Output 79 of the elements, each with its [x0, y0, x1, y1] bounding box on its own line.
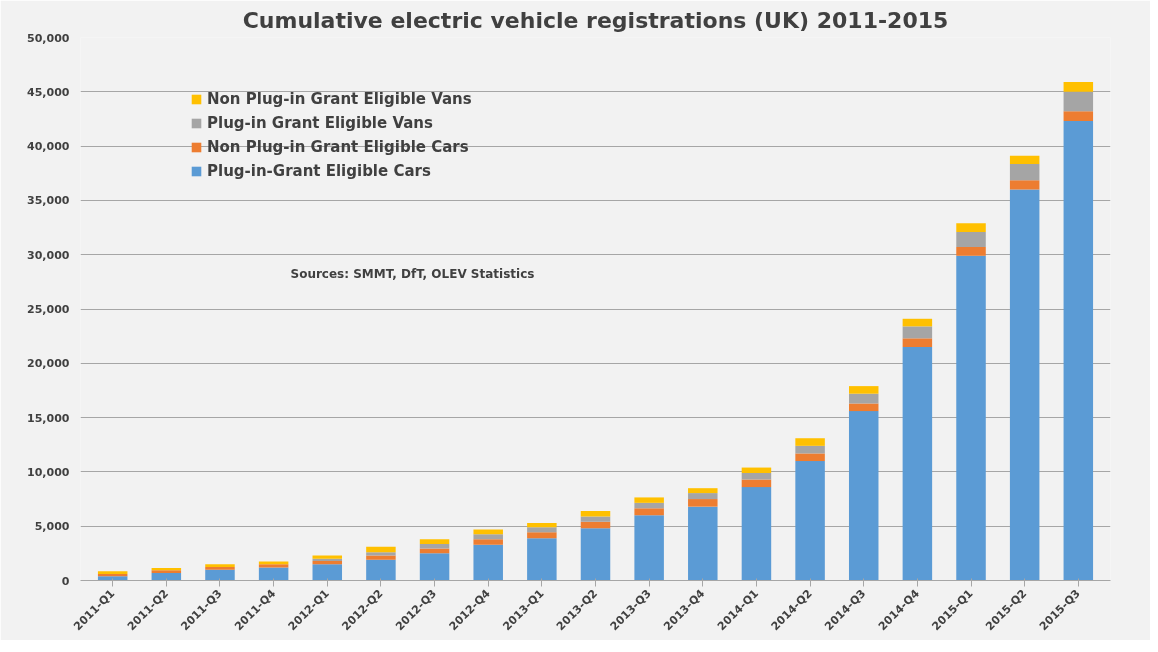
bar: [1063, 111, 1094, 122]
bar: [580, 528, 611, 581]
bar: [366, 546, 396, 553]
bar: [1009, 180, 1040, 190]
bar: [312, 564, 343, 581]
bar: [205, 569, 235, 581]
bar: [741, 479, 772, 488]
y-tick-label: 40,000: [27, 140, 70, 154]
bar: [688, 488, 718, 494]
bar: [366, 559, 396, 581]
bar: [741, 472, 772, 480]
bar: [902, 318, 933, 327]
legend-label: Non Plug-in Grant Eligible Vans: [207, 90, 472, 108]
bar: [1063, 121, 1094, 581]
legend-label: Plug-in Grant Eligible Vans: [207, 114, 433, 132]
chart-title: Cumulative electric vehicle registrations (UK) 2011-2015: [242, 7, 949, 33]
bar: [473, 544, 503, 581]
bar: [419, 544, 450, 549]
y-tick-label: 30,000: [27, 248, 70, 262]
y-tick-label: 10,000: [27, 465, 70, 479]
bar: [795, 445, 825, 454]
bar: [688, 499, 718, 507]
bar: [97, 576, 128, 581]
legend-label: Non Plug-in Grant Eligible Cars: [207, 138, 469, 156]
bar: [419, 548, 450, 554]
bar: [956, 231, 986, 248]
bar: [1009, 189, 1040, 581]
bar: [419, 553, 450, 581]
bar: [473, 534, 503, 540]
y-tick-label: 5,000: [34, 520, 70, 534]
bar: [848, 393, 879, 404]
bar: [366, 552, 396, 556]
y-tick-label: 50,000: [27, 31, 70, 45]
bar: [527, 527, 557, 533]
bar: [848, 403, 879, 412]
bar: [902, 347, 933, 581]
bar: [634, 508, 664, 516]
bar: [580, 521, 611, 529]
y-tick-label: 20,000: [27, 357, 70, 371]
bar: [634, 515, 664, 581]
bar: [848, 411, 879, 581]
y-tick-label: 15,000: [27, 411, 70, 425]
annotation: Sources: SMMT, DfT, OLEV Statistics: [290, 266, 535, 281]
bar: [527, 522, 557, 528]
bar: [688, 493, 718, 500]
bar: [956, 255, 986, 581]
bar: [258, 567, 289, 581]
bar: [1009, 164, 1040, 181]
bar: [795, 461, 825, 581]
bar: [795, 453, 825, 462]
bar: [580, 516, 611, 522]
bar: [151, 572, 182, 581]
bar: [527, 538, 557, 581]
bar: [527, 532, 557, 539]
bar: [1063, 91, 1094, 112]
bar: [741, 467, 772, 473]
bar: [1009, 155, 1040, 165]
bar: [848, 386, 879, 394]
bar: [795, 438, 825, 446]
bar: [634, 497, 664, 503]
bar: [473, 539, 503, 545]
legend-label: Plug-in-Grant Eligible Cars: [207, 162, 431, 180]
bar: [580, 511, 611, 517]
bar: [312, 560, 343, 565]
bar: [634, 502, 664, 509]
bar: [366, 555, 396, 560]
bar: [956, 247, 986, 256]
bar: [902, 326, 933, 339]
bar: [473, 529, 503, 535]
bar: [419, 539, 450, 545]
bar: [688, 506, 718, 581]
bar: [902, 338, 933, 348]
bar: [741, 487, 772, 581]
y-tick-label: 25,000: [27, 303, 70, 316]
y-tick-label: 35,000: [27, 194, 70, 208]
y-tick-label: 45,000: [27, 85, 70, 99]
bar: [956, 223, 986, 232]
y-tick-label: 0: [61, 574, 70, 588]
bar: [1063, 82, 1094, 92]
